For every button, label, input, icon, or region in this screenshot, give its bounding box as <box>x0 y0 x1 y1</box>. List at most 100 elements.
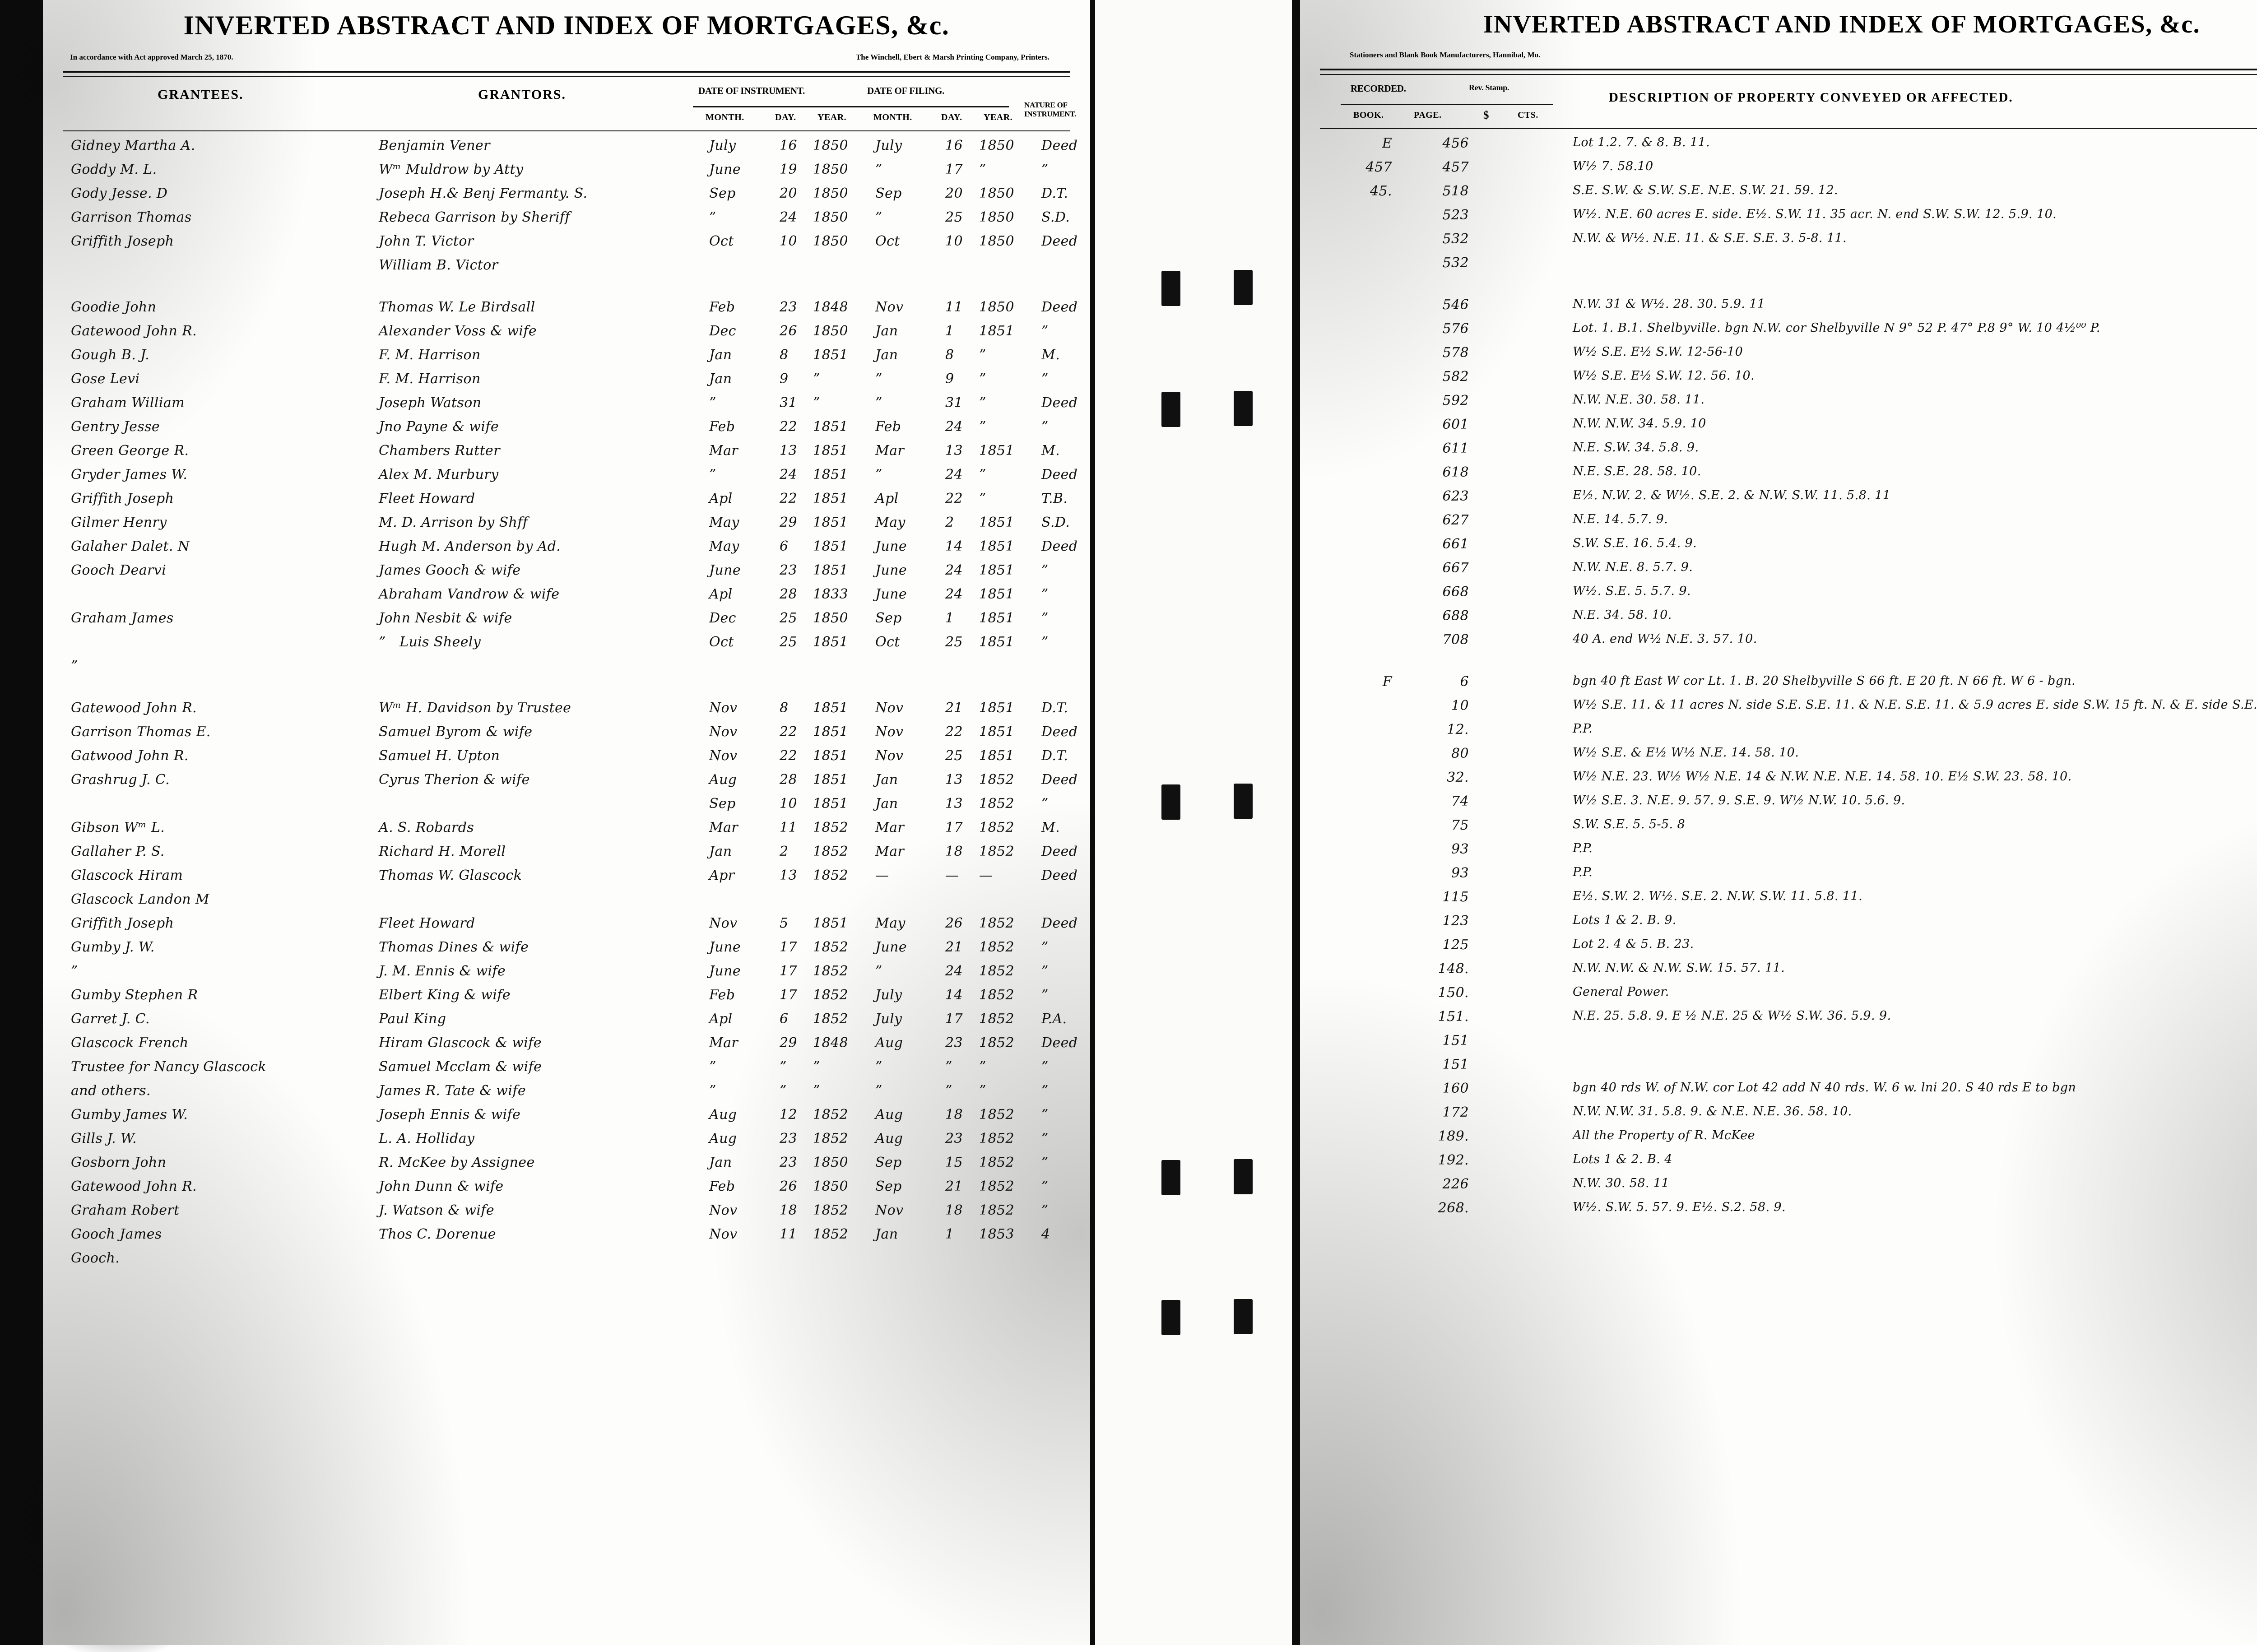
recorded-page: 150. <box>1438 985 1469 1001</box>
ledger-row: 523 W½. N.E. 60 acres E. side. E½. S.W. 1… <box>1320 207 2257 231</box>
instrument-day: 9 <box>780 371 789 387</box>
filing-year: 1852 <box>979 963 1014 979</box>
filing-year: 1851 <box>979 586 1014 602</box>
grantor-name: Fleet Howard <box>379 491 475 506</box>
instrument-year: 1851 <box>813 562 848 578</box>
instrument-day: 12 <box>780 1107 797 1123</box>
instrument-month: Nov <box>709 1202 738 1218</box>
filing-month: Nov <box>875 299 904 315</box>
recorded-book: E <box>1382 135 1392 151</box>
grantor-name: William B. Victor <box>379 257 498 273</box>
grantee-name: Graham Robert <box>71 1202 180 1218</box>
filing-day: 31 <box>945 395 963 411</box>
ledger-row: 457 457 W½ 7. 58.10 <box>1320 159 2257 183</box>
recorded-page: 576 <box>1442 321 1469 337</box>
property-description: S.W. S.E. 5. 5-5. 8 <box>1573 817 1686 831</box>
filing-year: 1851 <box>979 634 1014 650</box>
filing-month: Nov <box>875 700 904 716</box>
instrument-year: 1850 <box>813 1179 848 1194</box>
grantor-name: F. M. Harrison <box>379 347 481 363</box>
filing-day: 10 <box>945 233 963 249</box>
instrument-year: 1851 <box>813 772 848 788</box>
col-header-instrument-year: YEAR. <box>817 112 847 122</box>
grantee-name: Goodie John <box>71 299 157 315</box>
filing-month: Nov <box>875 1202 904 1218</box>
filing-month: Jan <box>875 347 898 363</box>
filing-month: Feb <box>875 419 901 435</box>
recorded-page: 80 <box>1451 746 1469 761</box>
property-description: Lot 1.2. 7. & 8. B. 11. <box>1573 135 1710 149</box>
instrument-year: 1850 <box>813 610 848 626</box>
instrument-day: 19 <box>780 162 797 177</box>
filing-day: 16 <box>945 138 963 153</box>
ledger-row: ” <box>63 658 1070 682</box>
ledger-row: 151 <box>1320 1033 2257 1057</box>
col-header-book: BOOK. <box>1353 110 1384 120</box>
ledger-row: 618 N.E. S.E. 28. 58. 10. <box>1320 464 2257 488</box>
instrument-year: 1852 <box>813 1226 848 1242</box>
filing-day: 26 <box>945 915 963 931</box>
nature-of-instrument: 4 <box>1041 1226 1050 1242</box>
instrument-year: 1850 <box>813 233 848 249</box>
instrument-year: 1852 <box>813 844 848 859</box>
filing-month: ” <box>875 1059 882 1075</box>
ledger-row: Gallaher P. S. Richard H. Morell Jan 2 1852 M… <box>63 844 1077 868</box>
filing-day: ” <box>945 1083 952 1099</box>
instrument-year: 1851 <box>813 634 848 650</box>
grantee-name: Glascock French <box>71 1035 189 1051</box>
grantor-name: Elbert King & wife <box>379 987 511 1003</box>
ledger-row: 10 W½ S.E. 11. & 11 acres N. side S.E. S.… <box>1320 698 2257 722</box>
grantor-name: John Dunn & wife <box>379 1179 504 1194</box>
filing-month: — <box>875 868 889 883</box>
row-block-gap <box>63 682 1070 700</box>
instrument-month: Nov <box>709 915 738 931</box>
instrument-month: Aug <box>709 1131 737 1146</box>
instrument-month: June <box>709 162 741 177</box>
row-block-gap <box>1320 279 2257 297</box>
ledger-row: Gentry Jesse Jno Payne & wife Feb 22 1851 Feb… <box>63 419 1070 443</box>
property-description: N.W. N.W. 34. 5.9. 10 <box>1573 417 1706 431</box>
filing-month: July <box>875 1011 902 1027</box>
instrument-year: 1851 <box>813 443 848 459</box>
ledger-row: 148. N.W. N.W. & N.W. S.W. 15. 57. 11. <box>1320 961 2257 985</box>
property-description: Lot 2. 4 & 5. B. 23. <box>1573 937 1694 951</box>
nature-of-instrument: ” <box>1041 419 1049 435</box>
right-page-title: INVERTED ABSTRACT AND INDEX OF MORTGAGES… <box>1483 10 2201 38</box>
ledger-row: 172 N.W. N.W. 31. 5.8. 9. & N.E. N.E. 36.… <box>1320 1104 2257 1128</box>
instrument-month: Oct <box>709 634 734 650</box>
grantor-name: Alex M. Murbury <box>379 467 499 483</box>
recorded-page: 532 <box>1442 231 1469 247</box>
ledger-row: Gooch Dearvi James Gooch & wife June 23 1851… <box>63 562 1070 586</box>
filing-day: 14 <box>945 987 963 1003</box>
recorded-page: 456 <box>1442 135 1469 151</box>
instrument-year: 1851 <box>813 915 848 931</box>
nature-of-instrument: Deed <box>1041 724 1078 740</box>
instrument-day: 8 <box>780 347 789 363</box>
instrument-day: 26 <box>780 1179 797 1194</box>
filing-day: ” <box>945 1059 952 1075</box>
instrument-day: 8 <box>780 700 789 716</box>
recorded-page: 6 <box>1460 674 1469 690</box>
instrument-day: 10 <box>780 796 797 812</box>
grantee-name: Gibson Wᵐ L. <box>71 820 165 835</box>
col-header-nature-of-instrument: NATURE OF INSTRUMENT. <box>1024 101 1076 118</box>
instrument-month: Feb <box>709 1179 735 1194</box>
col-header-filing-month: MONTH. <box>873 112 912 122</box>
instrument-day: 13 <box>780 868 797 883</box>
property-description: Lot. 1. B.1. Shelbyville. bgn N.W. cor S… <box>1573 321 2100 335</box>
grantee-name: Gooch Dearvi <box>71 562 167 578</box>
filing-day: 17 <box>945 820 963 835</box>
filing-day: 13 <box>945 772 963 788</box>
instrument-year: 1852 <box>813 1011 848 1027</box>
instrument-year: 1850 <box>813 186 848 201</box>
instrument-day: 31 <box>780 395 797 411</box>
filing-month: Mar <box>875 844 905 859</box>
col-header-recorded: RECORDED. <box>1351 83 1406 94</box>
grantor-name: Thomas Dines & wife <box>379 939 529 955</box>
filing-month: May <box>875 515 906 530</box>
grantee-name: Gumby James W. <box>71 1107 188 1123</box>
filing-month: Oct <box>875 233 900 249</box>
grantor-name: Rebeca Garrison by Sheriff <box>379 209 570 225</box>
